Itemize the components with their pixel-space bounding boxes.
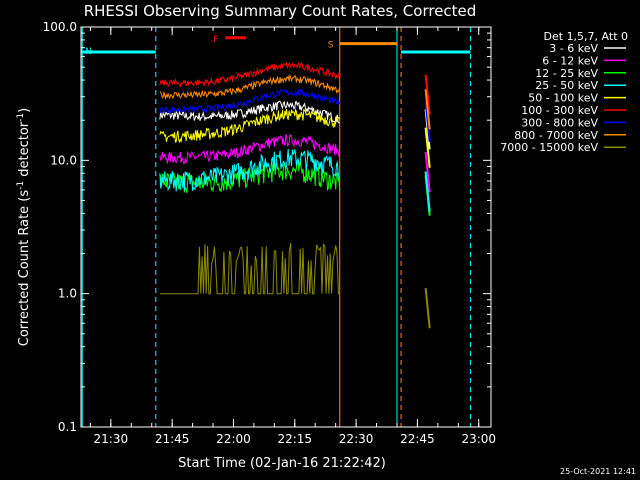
legend-label-3: 25 - 50 keV <box>535 79 598 92</box>
x-tick-label-6: 23:00 <box>461 432 496 446</box>
series-line-8 <box>159 242 340 295</box>
axis-layer: 21:30 21:45 22:00 22:15 22:30 22:45 23:00 0.1 1.… <box>43 20 496 446</box>
x-tick-label-5: 22:45 <box>400 432 435 446</box>
series-segment-7 <box>424 89 431 130</box>
series-segment-1 <box>424 151 431 193</box>
legend-label-0: 3 - 6 keV <box>549 42 598 55</box>
legend-label-4: 50 - 100 keV <box>528 92 598 105</box>
flag-label-0: N <box>85 47 92 57</box>
y-axis-label-main: Corrected Count Rate (s <box>17 190 32 347</box>
x-tick-label-2: 22:00 <box>216 432 251 446</box>
y-axis-label: Corrected Count Rate (s-1 detector-1) <box>16 108 32 346</box>
y-tick-label-0: 0.1 <box>58 420 77 434</box>
series-line-1 <box>159 133 341 165</box>
flag-label-2: S <box>328 41 334 51</box>
series-segment-3 <box>424 171 431 212</box>
y-axis-label-end: ) <box>17 108 32 113</box>
series-line-5 <box>159 61 341 88</box>
y-axis-label-sup1: -1 <box>16 181 26 190</box>
timestamp: 25-Oct-2021 12:41 <box>560 467 636 476</box>
x-tick-label-0: 21:30 <box>94 432 129 446</box>
series-line-6 <box>159 88 341 115</box>
legend-label-1: 6 - 12 keV <box>542 54 598 67</box>
x-tick-label-4: 22:30 <box>339 432 374 446</box>
data-layer: N F S <box>81 27 472 427</box>
y-tick-label-2: 10.0 <box>50 153 77 167</box>
series-segment-8 <box>424 288 431 329</box>
legend-label-5: 100 - 300 keV <box>521 104 598 117</box>
y-axis-label-mid: detector <box>17 121 32 181</box>
series-segment-6 <box>424 101 431 142</box>
legend-label-7: 800 - 7000 keV <box>514 129 598 142</box>
legend-label-2: 12 - 25 keV <box>535 67 598 80</box>
plot-frame <box>80 26 492 428</box>
legend-label-8: 7000 - 15000 keV <box>500 141 598 154</box>
series-line-0 <box>159 100 341 125</box>
x-axis-label: Start Time (02-Jan-16 21:22:42) <box>178 456 386 471</box>
y-axis-label-sup2: -1 <box>16 113 26 122</box>
legend-label-6: 300 - 800 keV <box>521 116 598 129</box>
x-tick-label-3: 22:15 <box>277 432 312 446</box>
flag-label-1: F <box>213 35 218 45</box>
legend-title: Det 1,5,7, Att 0 <box>544 30 628 43</box>
y-tick-label-3: 100.0 <box>43 20 77 34</box>
series-line-3 <box>159 148 341 192</box>
series-segment-5 <box>424 74 431 115</box>
chart-title: RHESSI Observing Summary Count Rates, Co… <box>84 2 477 20</box>
series-line-4 <box>159 107 341 144</box>
series-segment-4 <box>424 127 431 168</box>
series-line-7 <box>159 73 341 101</box>
y-tick-label-1: 1.0 <box>58 287 77 301</box>
x-tick-label-1: 21:45 <box>155 432 190 446</box>
